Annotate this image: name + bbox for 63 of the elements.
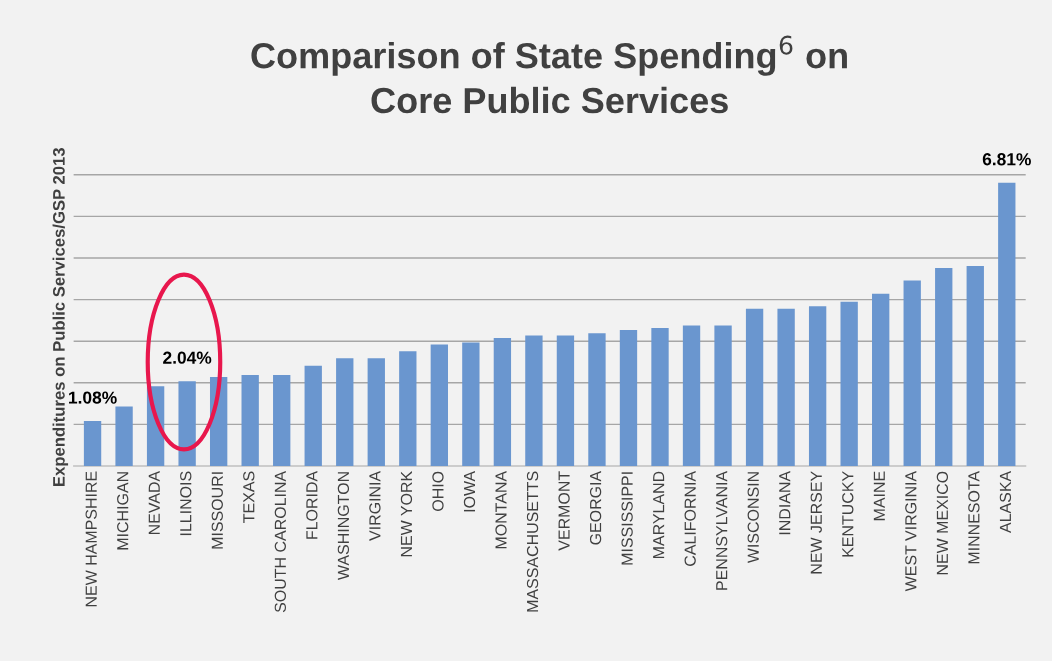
x-tick-label: KENTUCKY <box>842 471 854 557</box>
bar <box>998 182 1016 466</box>
x-tick-label: INDIANA <box>779 470 791 535</box>
bar <box>872 293 890 466</box>
data-label: 1.08% <box>69 391 117 404</box>
x-tick-label: NEW YORK <box>400 471 413 557</box>
x-tick-label: ALASKA <box>999 470 1012 533</box>
bar <box>525 335 543 466</box>
x-tick-label: MISSISSIPPI <box>621 472 633 565</box>
x-tick-label: WISCONSIN <box>747 472 759 564</box>
bar <box>493 337 512 466</box>
bar <box>777 308 795 466</box>
bar <box>935 268 953 466</box>
x-tick-label: SOUTH CAROLINA <box>274 470 286 613</box>
bar <box>966 265 984 466</box>
y-axis-title: Expenditures on Public Services/GSP 2013 <box>52 148 69 486</box>
bar <box>682 325 701 466</box>
x-tick-label: NEW HAMPSHIRE <box>85 471 97 607</box>
x-tick-label: MISSOURI <box>211 472 223 549</box>
x-tick-label: FLORIDA <box>306 470 318 539</box>
x-tick-label: NEW JERSEY <box>810 471 822 574</box>
bar <box>304 365 322 466</box>
x-tick-label: WEST VIRGINIA <box>905 470 917 592</box>
bar <box>115 406 133 466</box>
x-tick-label: IOWA <box>463 470 476 512</box>
bar <box>367 358 385 466</box>
x-tick-label: MARYLAND <box>653 471 665 559</box>
x-tick-label: VERMONT <box>558 471 570 551</box>
bar <box>83 421 102 466</box>
bar <box>178 381 196 466</box>
bar <box>840 301 858 466</box>
data-label: 6.81% <box>982 153 1031 166</box>
bar <box>714 325 732 466</box>
bar <box>619 329 638 466</box>
x-tick-label: ILLINOIS <box>180 471 192 536</box>
x-tick-label: TEXAS <box>243 471 255 523</box>
bar <box>588 333 606 466</box>
x-tick-label: NEVADA <box>148 470 160 535</box>
bar <box>745 308 764 466</box>
chart-title: Comparison of State Spending$^{6}$ on Core Public Services <box>251 35 847 114</box>
bar <box>651 327 669 466</box>
bar <box>430 344 448 466</box>
x-tick-label: CALIFORNIA <box>684 470 696 566</box>
x-tick-label: MONTANA <box>495 470 507 549</box>
x-tick-label: MASSACHUSETTS <box>526 471 539 612</box>
x-tick-label: OHIO <box>432 471 444 511</box>
bar <box>336 358 354 466</box>
bar <box>462 342 480 466</box>
x-tick-label: WASHINGTON <box>337 472 350 580</box>
x-tick-label: PENNSYLVANIA <box>716 470 728 590</box>
bar <box>399 351 417 466</box>
data-label: 2.04% <box>163 351 212 364</box>
x-tick-label: VIRGINIA <box>369 470 381 541</box>
bar <box>903 280 921 466</box>
bar <box>808 306 827 466</box>
x-tick-label: MINNESOTA <box>968 470 980 564</box>
x-tick-label: GEORGIA <box>589 470 602 545</box>
x-tick-label: MAINE <box>873 471 885 521</box>
bar <box>273 374 291 466</box>
bar <box>556 335 575 466</box>
x-tick-label: NEW MEXICO <box>936 471 949 575</box>
x-tick-label: MICHIGAN <box>117 472 129 550</box>
bar <box>241 374 259 466</box>
